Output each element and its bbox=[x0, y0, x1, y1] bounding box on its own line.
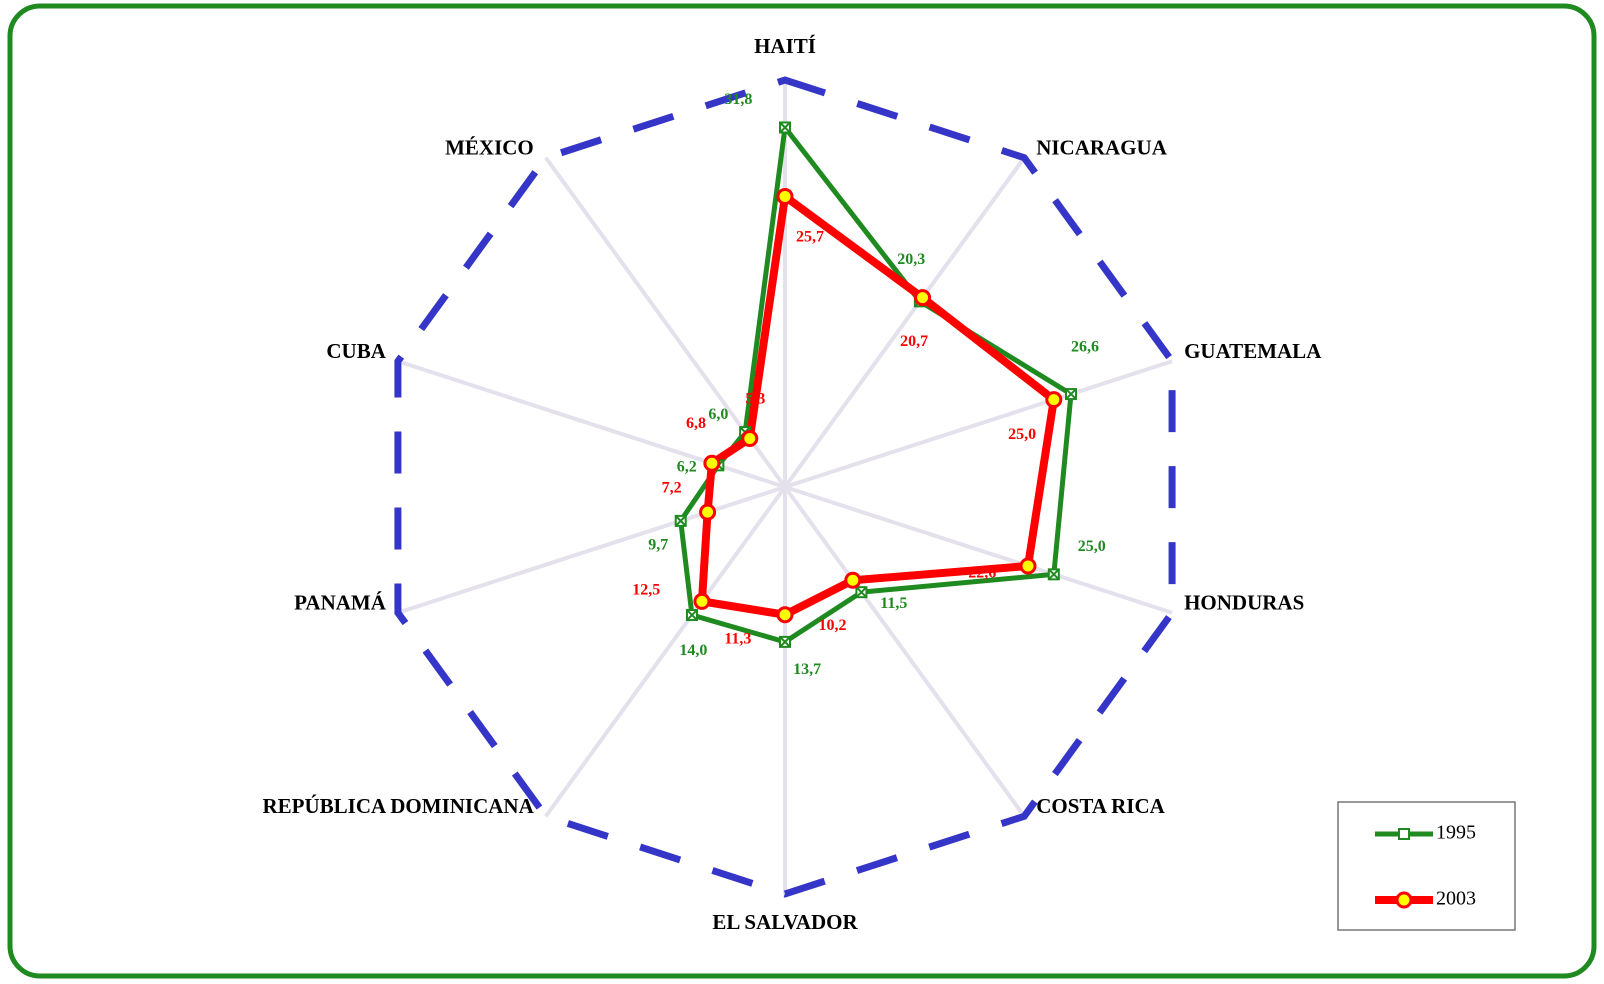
category-label: HAITÍ bbox=[754, 34, 816, 58]
data-label: 14,0 bbox=[679, 642, 707, 659]
marker-x bbox=[686, 609, 698, 621]
data-label: 9,7 bbox=[648, 536, 668, 553]
marker-x bbox=[779, 636, 791, 648]
marker-x bbox=[779, 121, 791, 134]
data-label: 20,7 bbox=[900, 333, 928, 350]
data-label: 12,5 bbox=[632, 582, 660, 599]
legend-label: 1995 bbox=[1436, 822, 1476, 844]
data-label: 25,7 bbox=[796, 228, 824, 245]
outline bbox=[394, 76, 1176, 898]
legend-marker bbox=[1398, 828, 1410, 840]
marker bbox=[703, 454, 721, 472]
marker bbox=[776, 606, 794, 624]
data-label: 10,2 bbox=[819, 617, 847, 634]
data-label: 6,8 bbox=[686, 415, 706, 432]
marker bbox=[1019, 557, 1037, 575]
category-label: NICARAGUA bbox=[1036, 136, 1168, 160]
marker bbox=[699, 503, 717, 521]
marker bbox=[1045, 391, 1063, 409]
legend-label: 2003 bbox=[1436, 888, 1476, 910]
data-label: 25,0 bbox=[1008, 426, 1036, 443]
legend-box bbox=[1337, 801, 1516, 931]
marker-x bbox=[855, 586, 868, 598]
data-label: 13,7 bbox=[793, 661, 821, 678]
marker-x bbox=[1065, 388, 1077, 400]
marker bbox=[693, 592, 711, 610]
marker bbox=[741, 430, 759, 448]
data-label: 11,3 bbox=[724, 630, 751, 647]
category-label: REPÚBLICA DOMINICANA bbox=[262, 794, 534, 818]
marker-x bbox=[674, 515, 687, 527]
spoke bbox=[784, 485, 1173, 615]
data-label: 5,3 bbox=[745, 391, 765, 408]
data-label: 25,0 bbox=[1078, 538, 1106, 555]
category-label: MÉXICO bbox=[445, 136, 534, 160]
marker bbox=[776, 187, 794, 205]
category-label: GUATEMALA bbox=[1184, 339, 1322, 363]
spoke bbox=[397, 485, 786, 615]
category-label: CUBA bbox=[326, 339, 386, 363]
data-label: 22,6 bbox=[968, 564, 996, 581]
category-label: EL SALVADOR bbox=[712, 910, 858, 934]
spoke bbox=[783, 156, 1026, 489]
data-label: 31,8 bbox=[724, 91, 752, 108]
category-label: PANAMÁ bbox=[294, 591, 387, 615]
data-label: 7,2 bbox=[662, 479, 682, 496]
spoke bbox=[544, 485, 787, 818]
data-label: 11,5 bbox=[880, 595, 907, 612]
marker-x bbox=[1048, 568, 1060, 581]
data-label: 6,0 bbox=[708, 406, 728, 423]
legend-marker bbox=[1395, 891, 1413, 909]
spoke bbox=[783, 485, 1026, 818]
marker bbox=[844, 571, 862, 589]
category-label: HONDURAS bbox=[1184, 591, 1304, 615]
data-label: 26,6 bbox=[1071, 339, 1099, 356]
data-label: 6,2 bbox=[677, 458, 697, 475]
data-label: 20,3 bbox=[897, 251, 925, 268]
marker bbox=[914, 289, 932, 307]
spoke bbox=[784, 359, 1173, 489]
category-label: COSTA RICA bbox=[1036, 794, 1165, 818]
